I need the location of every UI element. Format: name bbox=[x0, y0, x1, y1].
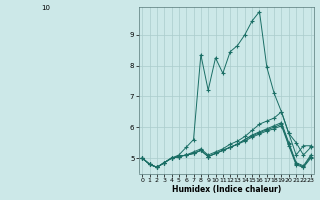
X-axis label: Humidex (Indice chaleur): Humidex (Indice chaleur) bbox=[172, 185, 281, 194]
Text: 10: 10 bbox=[42, 5, 51, 11]
